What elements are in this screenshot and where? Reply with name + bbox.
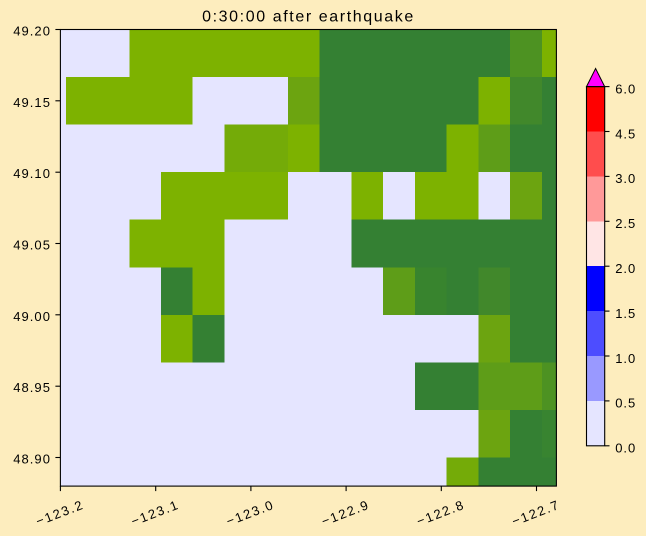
svg-text:49.00: 49.00 — [13, 309, 51, 324]
svg-text:0.5: 0.5 — [615, 396, 636, 411]
svg-text:49.10: 49.10 — [13, 166, 51, 181]
svg-text:−123.0: −123.0 — [224, 497, 276, 529]
svg-text:2.0: 2.0 — [615, 261, 636, 276]
svg-text:0.0: 0.0 — [615, 441, 636, 456]
svg-text:49.05: 49.05 — [13, 238, 51, 253]
svg-text:−123.1: −123.1 — [129, 497, 181, 529]
svg-text:0:30:00 after earthquake: 0:30:00 after earthquake — [202, 9, 415, 26]
svg-text:−123.2: −123.2 — [34, 497, 86, 529]
svg-text:2.5: 2.5 — [615, 216, 636, 231]
svg-text:−122.9: −122.9 — [319, 497, 371, 529]
svg-text:1.0: 1.0 — [615, 351, 636, 366]
svg-text:3.0: 3.0 — [615, 171, 636, 186]
svg-text:−122.8: −122.8 — [415, 497, 467, 529]
svg-text:−122.7: −122.7 — [510, 497, 562, 529]
svg-text:1.5: 1.5 — [615, 306, 636, 321]
svg-text:49.20: 49.20 — [13, 24, 51, 39]
svg-text:48.95: 48.95 — [13, 380, 51, 395]
svg-text:6.0: 6.0 — [615, 81, 636, 96]
svg-text:49.15: 49.15 — [13, 95, 51, 110]
svg-text:4.5: 4.5 — [615, 126, 636, 141]
svg-text:48.90: 48.90 — [13, 452, 51, 467]
